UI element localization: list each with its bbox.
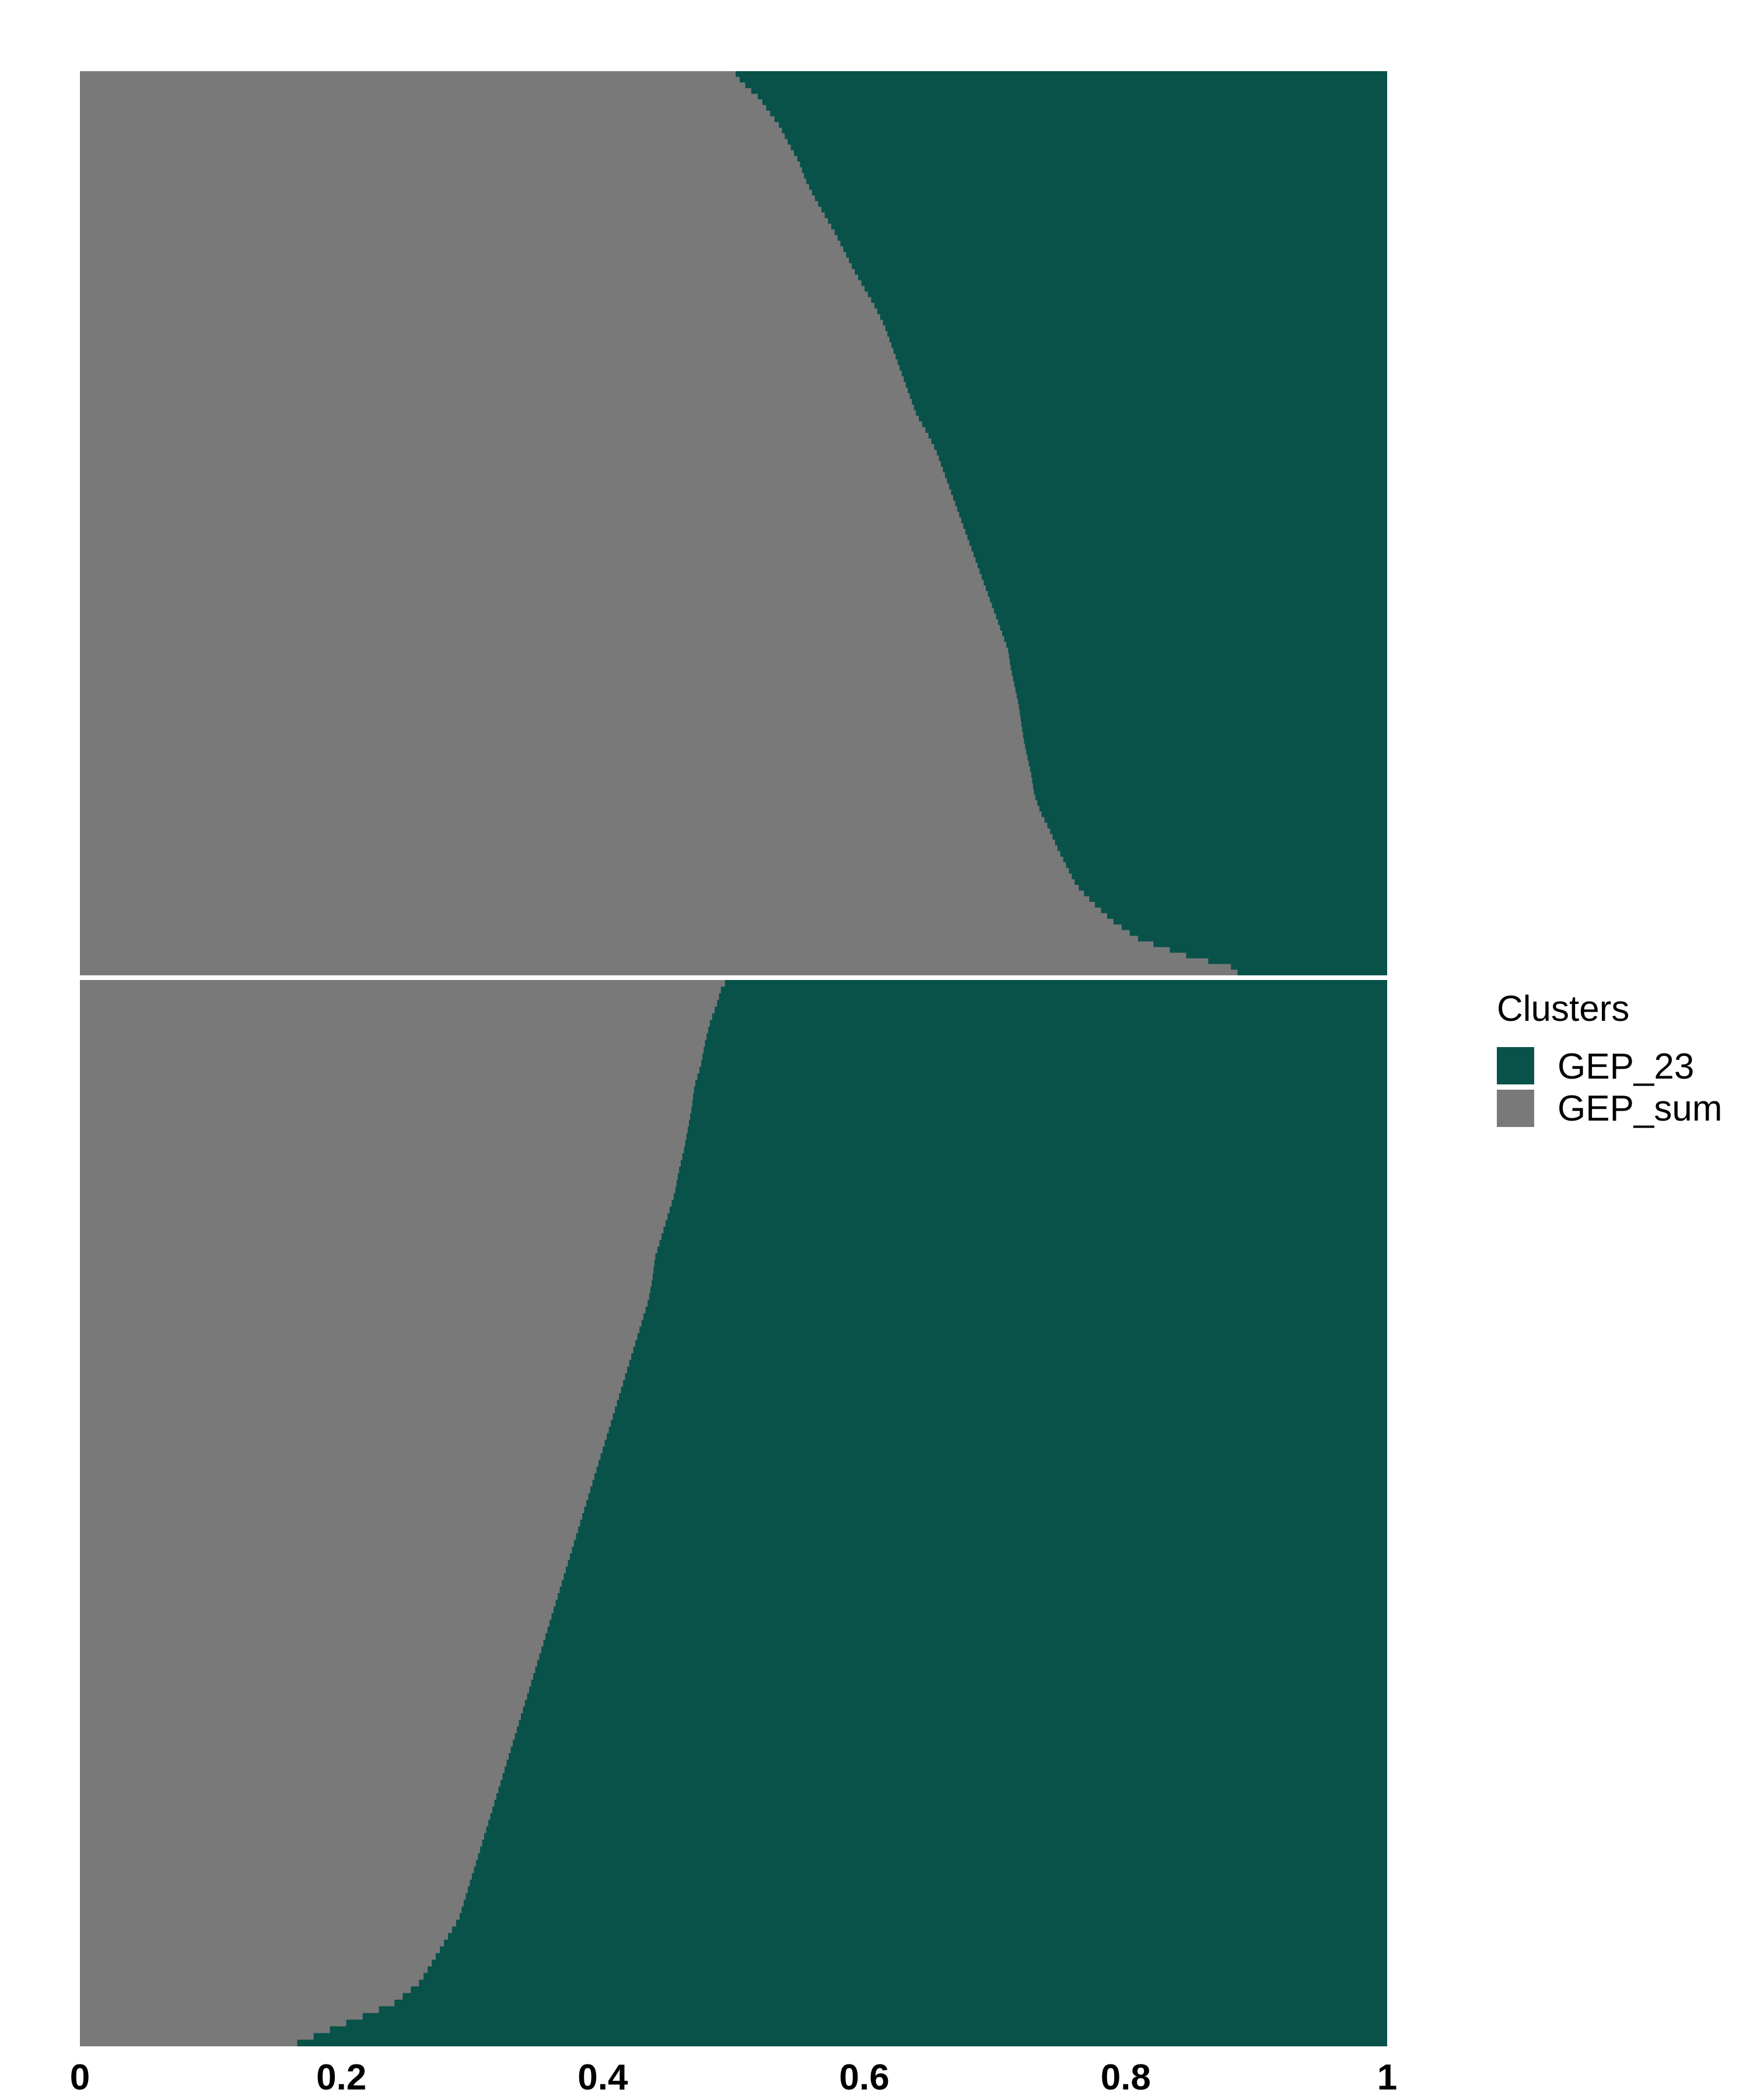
panel-2 [80, 980, 1387, 2046]
x-tick-label: 0.6 [839, 2057, 889, 2098]
panel-1 [80, 71, 1387, 975]
legend-swatch-gep-sum [1497, 1090, 1534, 1127]
x-tick-label: 0.8 [1101, 2057, 1151, 2098]
legend-label-gep-sum: GEP_sum [1558, 1088, 1723, 1129]
x-tick-label: 1 [1377, 2057, 1397, 2098]
x-tick-label: 0.2 [316, 2057, 366, 2098]
chart-panels [80, 71, 1387, 2046]
legend-swatch-gep-23 [1497, 1047, 1534, 1084]
legend-title: Clusters [1497, 989, 1629, 1029]
panel-2-gep-sum-area [80, 980, 725, 2046]
panel-1-gep-sum-area [80, 71, 1238, 975]
x-tick-label: 0.4 [578, 2057, 628, 2098]
x-tick-label: 0 [70, 2057, 90, 2098]
legend-label-gep-23: GEP_23 [1558, 1046, 1694, 1087]
x-axis: 0 0.2 0.4 0.6 0.8 1 [70, 2057, 1397, 2098]
legend: Clusters GEP_23 GEP_sum [1497, 989, 1723, 1129]
